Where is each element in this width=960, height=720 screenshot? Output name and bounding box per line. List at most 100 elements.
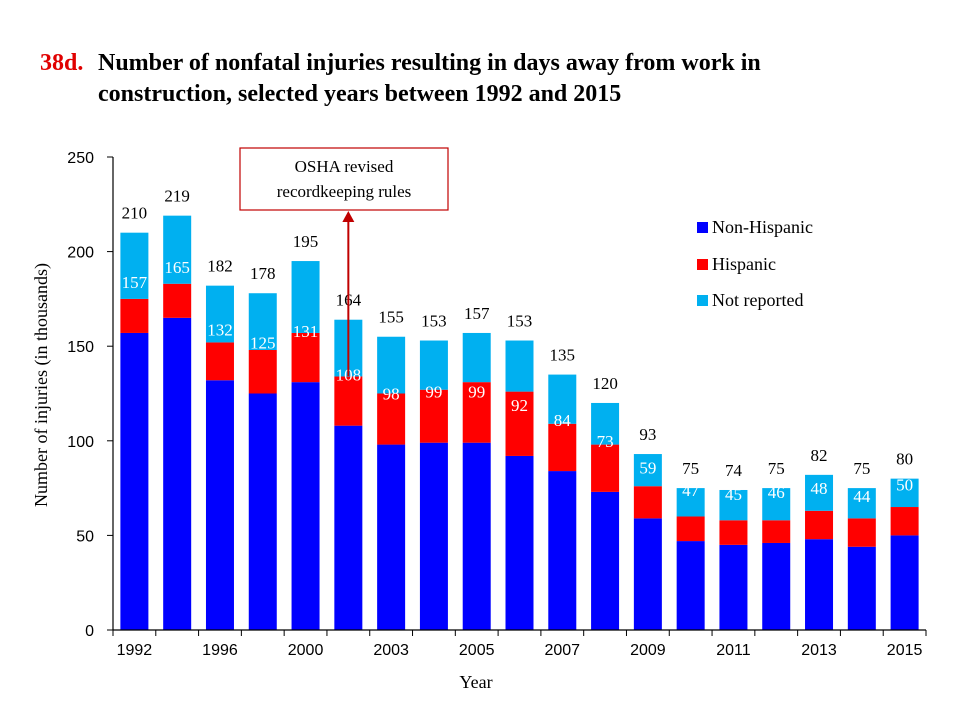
bar-non-hispanic-2004: [419, 442, 448, 630]
legend-label-not-reported: Not reported: [712, 290, 803, 310]
non-hispanic-value-label-2010: 47: [682, 481, 700, 500]
bar-non-hispanic-2003: [377, 444, 406, 630]
bar-non-hispanic-1998: [248, 393, 277, 630]
bar-hispanic-1996: [205, 342, 234, 381]
osha-annotation: OSHA revised recordkeeping rules: [239, 147, 449, 376]
non-hispanic-value-label-2012: 46: [768, 483, 785, 502]
non-hispanic-value-label-2006: 92: [511, 396, 528, 415]
bar-hispanic-2011: [719, 520, 748, 545]
bar-hispanic-2015: [890, 507, 919, 536]
annotation-line-1: OSHA revised: [295, 157, 394, 176]
legend: Non-Hispanic Hispanic Not reported: [697, 217, 813, 310]
title-number: 38d.: [40, 50, 84, 76]
bar-hispanic-2008: [591, 444, 620, 492]
bar-not-reported-2009: [633, 454, 662, 487]
bar-not-reported-2007: [548, 374, 577, 424]
bar-hispanic-2005: [462, 382, 491, 443]
total-label-2005: 157: [464, 304, 490, 323]
total-label-2007: 135: [550, 346, 576, 365]
y-tick-label-50: 50: [76, 528, 94, 545]
total-label-2000: 195: [293, 232, 319, 251]
non-hispanic-value-label-2009: 59: [639, 458, 656, 477]
non-hispanic-value-label-2005: 99: [468, 383, 485, 402]
x-tick-label-2009: 2009: [630, 642, 666, 659]
bar-hispanic-2009: [633, 486, 662, 519]
legend-label-hispanic: Hispanic: [712, 254, 776, 274]
bar-non-hispanic-2010: [676, 541, 705, 630]
bar-hispanic-1992: [120, 298, 149, 333]
bar-hispanic-2012: [762, 520, 791, 543]
bar-not-reported-1996: [205, 285, 234, 343]
non-hispanic-value-label-2008: 73: [597, 432, 614, 451]
bar-not-reported-2003: [377, 336, 406, 394]
bar-not-reported-2015: [890, 478, 919, 508]
bar-not-reported-2005: [462, 332, 491, 383]
non-hispanic-value-label-2011: 45: [725, 485, 742, 504]
y-tick-label-0: 0: [85, 623, 94, 640]
x-tick-label-1992: 1992: [117, 642, 153, 659]
bar-not-reported-1998: [248, 293, 277, 350]
total-label-1992: 210: [122, 204, 148, 223]
x-tick-label-2015: 2015: [887, 642, 923, 659]
bar-not-reported-1992: [120, 232, 149, 299]
legend-label-non-hispanic: Non-Hispanic: [712, 217, 813, 237]
total-label-2006: 153: [507, 312, 533, 331]
total-label-2003: 155: [378, 308, 404, 327]
bars-group: [120, 215, 919, 630]
bar-not-reported-2013: [805, 474, 834, 511]
bar-non-hispanic-2009: [633, 518, 662, 630]
non-hispanic-value-label-2013: 48: [811, 479, 828, 498]
non-hispanic-value-label-1994: 165: [164, 258, 190, 277]
bar-non-hispanic-2013: [805, 539, 834, 630]
y-tick-label-250: 250: [67, 150, 94, 167]
bar-not-reported-2011: [719, 489, 748, 521]
bar-non-hispanic-1996: [205, 380, 234, 630]
x-tick-label-2007: 2007: [544, 642, 580, 659]
y-tick-label-150: 150: [67, 339, 94, 356]
total-label-1998: 178: [250, 264, 276, 283]
bar-not-reported-2006: [505, 340, 534, 392]
bar-hispanic-2003: [377, 393, 406, 445]
total-label-2010: 75: [682, 459, 699, 478]
non-hispanic-value-label-1998: 125: [250, 334, 276, 353]
x-axis-label: Year: [459, 672, 492, 692]
bar-non-hispanic-2008: [591, 491, 620, 630]
total-label-1994: 219: [164, 187, 190, 206]
x-tick-label-2003: 2003: [373, 642, 409, 659]
bar-non-hispanic-2015: [890, 535, 919, 630]
bar-hispanic-2000: [291, 332, 320, 383]
total-label-2014: 75: [853, 459, 870, 478]
non-hispanic-value-label-2000: 131: [293, 322, 319, 341]
bar-hispanic-2007: [548, 423, 577, 472]
total-label-1996: 182: [207, 257, 233, 276]
total-label-2011: 74: [725, 461, 743, 480]
annotation-arrow-head: [342, 211, 355, 222]
total-label-2012: 75: [768, 459, 785, 478]
total-label-2008: 120: [592, 374, 618, 393]
bar-hispanic-2013: [805, 510, 834, 540]
y-tick-label-100: 100: [67, 434, 94, 451]
bar-non-hispanic-2006: [505, 455, 534, 630]
bar-non-hispanic-2007: [548, 471, 577, 630]
title-line-2: construction, selected years between 199…: [98, 81, 622, 107]
bar-not-reported-2004: [419, 340, 448, 390]
y-axis-label: Number of injuries (in thousands): [31, 263, 52, 507]
annotation-box: [239, 147, 449, 211]
bar-not-reported-2008: [591, 402, 620, 445]
bar-hispanic-2004: [419, 389, 448, 443]
x-tick-label-2011: 2011: [716, 642, 751, 659]
title-line-1: Number of nonfatal injuries resulting in…: [98, 50, 761, 76]
bar-non-hispanic-2011: [719, 544, 748, 630]
bar-non-hispanic-2005: [462, 442, 491, 630]
bar-hispanic-1994: [163, 283, 192, 318]
total-label-2009: 93: [639, 425, 656, 444]
total-label-2004: 153: [421, 312, 447, 331]
bar-hispanic-1998: [248, 349, 277, 394]
bar-non-hispanic-2012: [762, 542, 791, 630]
bar-hispanic-2014: [847, 518, 876, 547]
bar-non-hispanic-2014: [847, 546, 876, 630]
x-tick-label-2000: 2000: [288, 642, 324, 659]
non-hispanic-value-label-2014: 44: [853, 487, 871, 506]
bar-non-hispanic-1992: [120, 332, 149, 630]
